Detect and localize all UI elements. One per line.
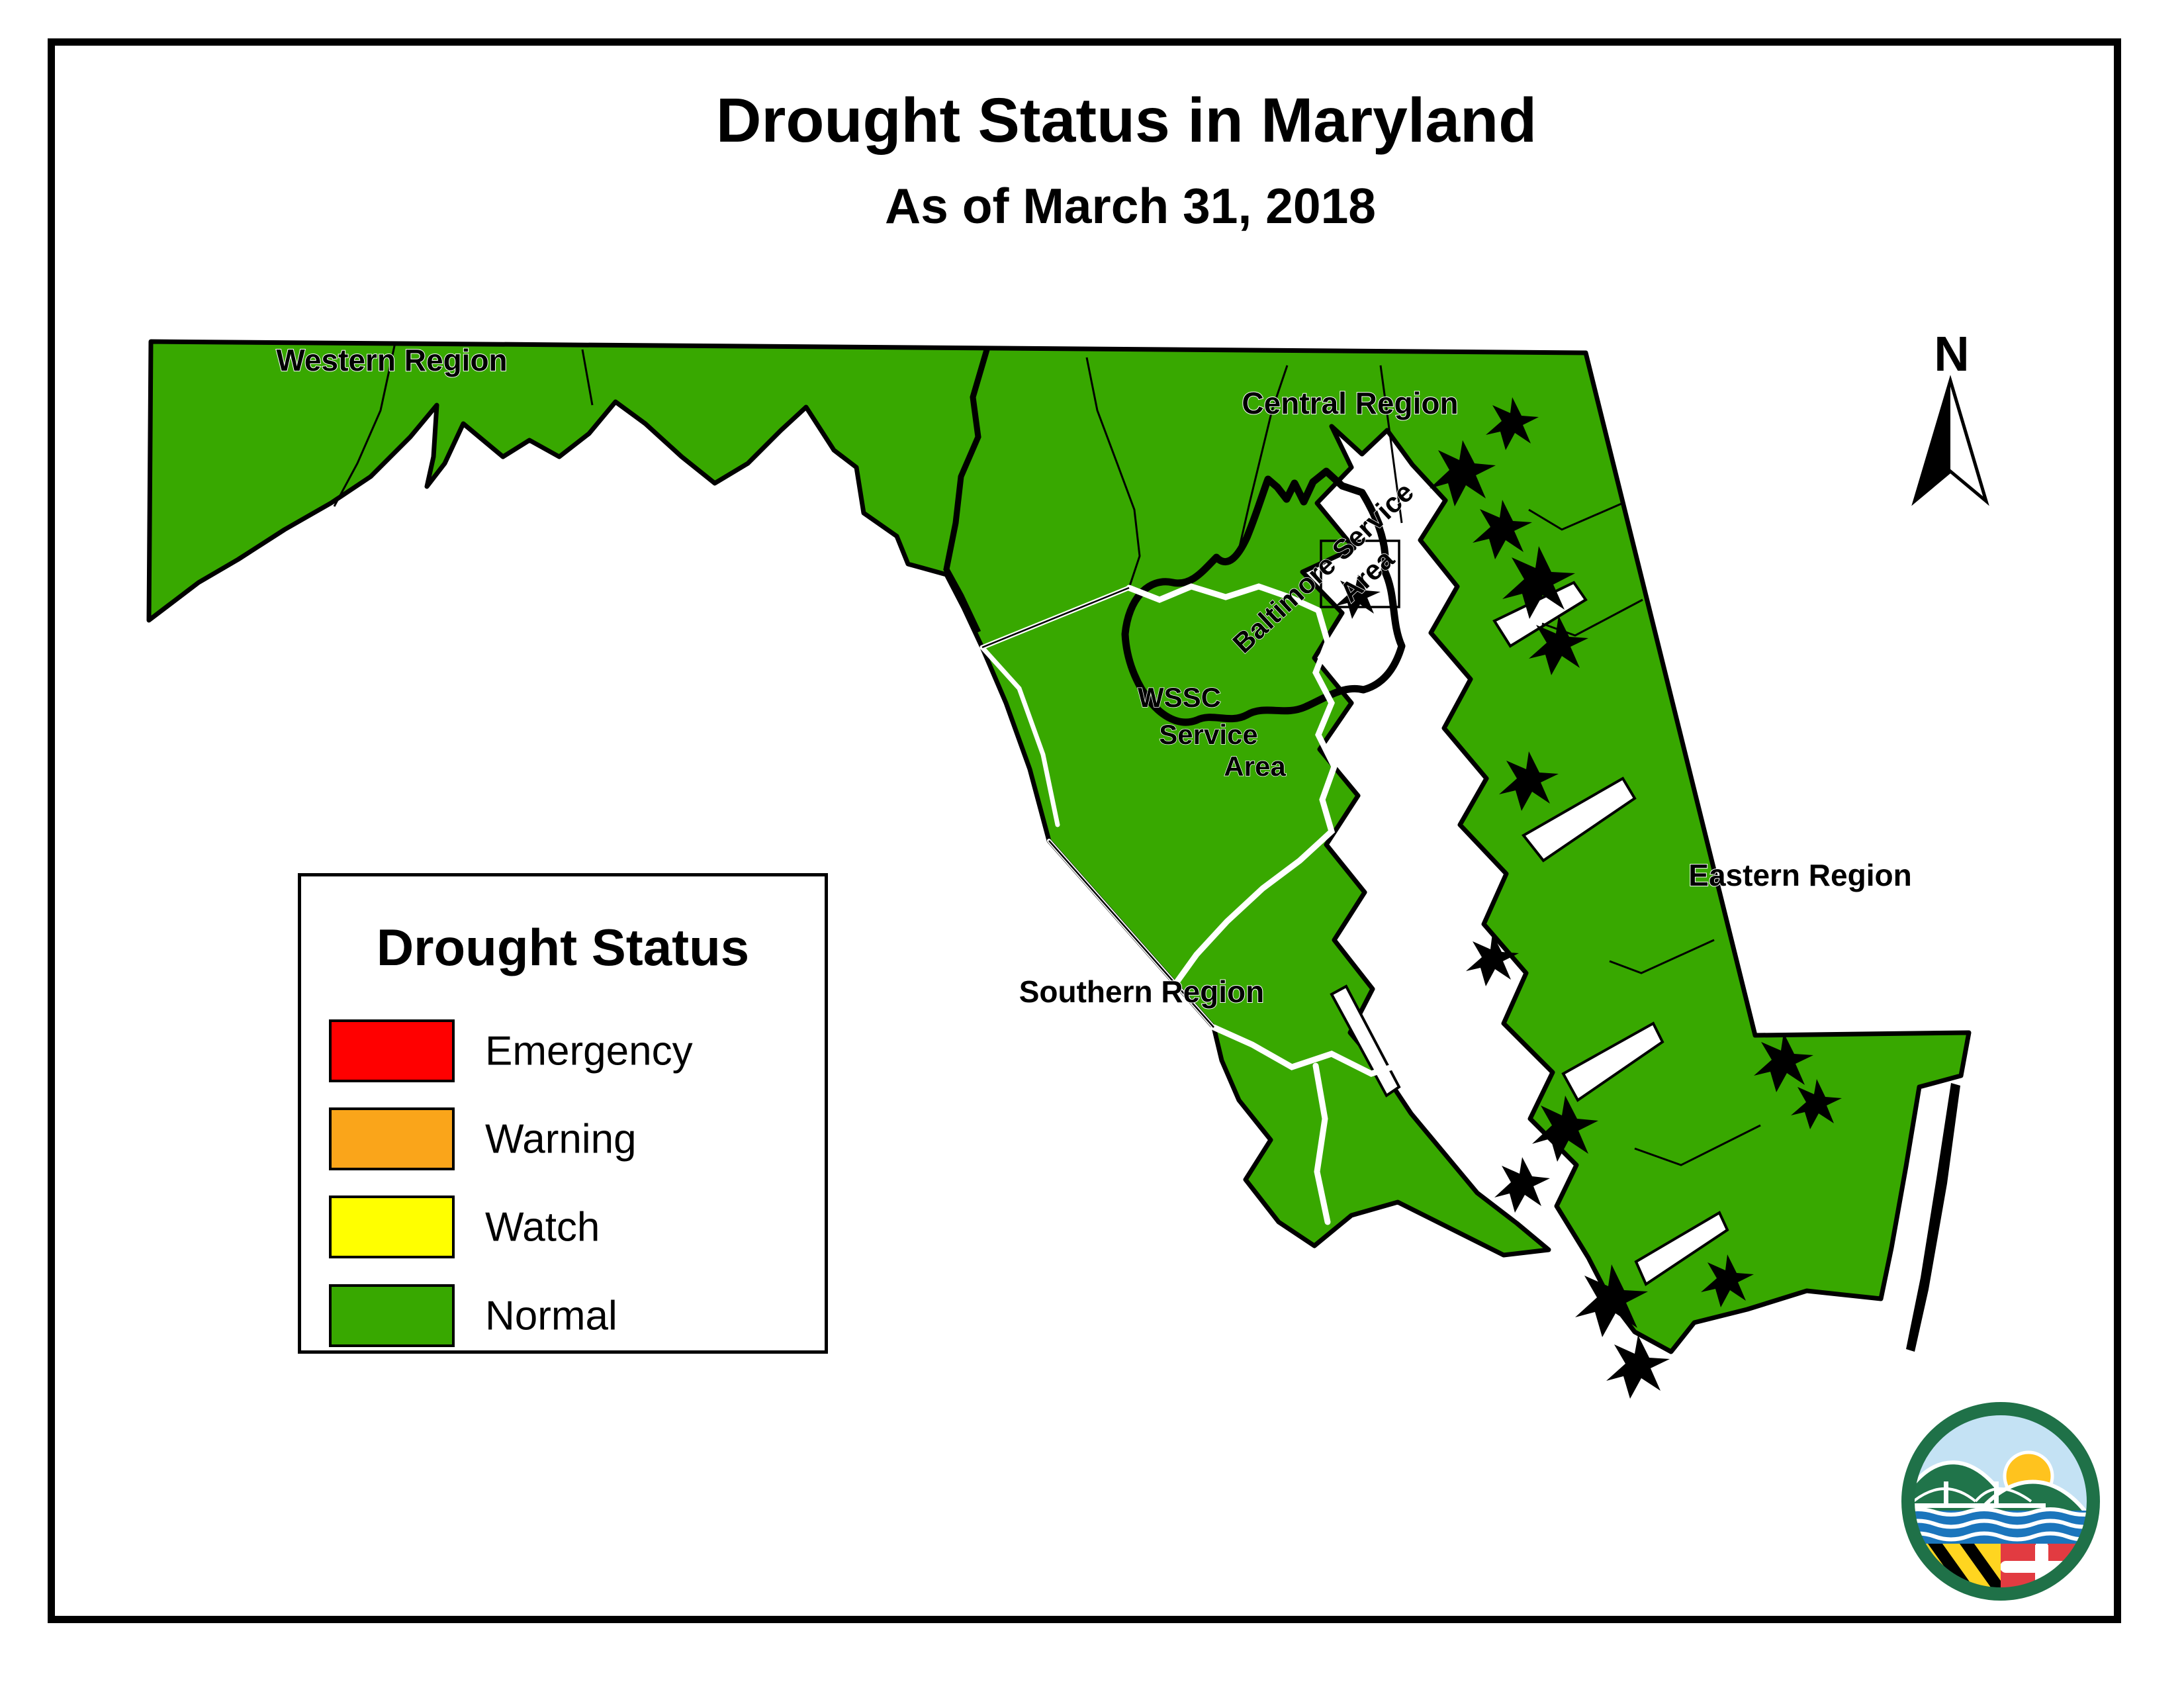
legend-label-normal: Normal — [485, 1293, 617, 1338]
north-arrow-icon: N — [1911, 326, 1989, 506]
legend-label-warning: Warning — [485, 1116, 637, 1162]
legend-label-watch: Watch — [485, 1204, 600, 1250]
mde-agency-logo — [1901, 1402, 2100, 1601]
warning-color-swatch — [329, 1107, 455, 1170]
logo-water-waves — [1914, 1507, 2087, 1542]
logo-water — [1914, 1511, 2087, 1545]
legend-title: Drought Status — [376, 918, 750, 976]
county-boundary-lines — [333, 342, 1761, 1166]
baltimore-service-area-boundary — [1121, 467, 1406, 726]
north-arrow-fill — [1915, 381, 1950, 501]
nanticoke-river — [1561, 1021, 1664, 1102]
barrier-island — [1906, 1083, 1960, 1352]
wssc-boundary-line — [1151, 607, 1338, 1017]
county-line — [1085, 357, 1141, 588]
wssc-label-line2: Service — [1159, 719, 1257, 750]
legend-label-emergency: Emergency — [485, 1028, 693, 1074]
page-title: Drought Status in Maryland — [715, 85, 1537, 156]
label-southern-region: Southern Region — [1019, 974, 1265, 1009]
legend-row-watch: Watch — [301, 1196, 825, 1258]
logo-ring — [1901, 1402, 2100, 1601]
tidal-river-inlets — [1330, 581, 1729, 1286]
legend-row-warning: Warning — [301, 1107, 825, 1170]
legend-box: Drought Status Emergency Warning Watch N… — [298, 873, 828, 1354]
region-boundary-line — [943, 346, 991, 633]
county-line — [1541, 598, 1643, 637]
county-line — [1379, 365, 1403, 524]
normal-color-swatch — [329, 1284, 455, 1347]
thin-lines-over-white — [981, 586, 1214, 1028]
county-line — [1609, 939, 1715, 974]
label-central-region: Central Region — [1242, 386, 1458, 420]
choptank-river — [1521, 776, 1637, 863]
north-label: N — [1934, 326, 1969, 381]
county-line — [1238, 365, 1289, 550]
label-eastern-region: Eastern Region — [1688, 858, 1911, 892]
county-line — [333, 342, 396, 507]
wssc-label-line3: Area — [1224, 751, 1286, 782]
southern-county-line — [1210, 1024, 1437, 1093]
county-line — [981, 586, 1130, 649]
emergency-color-swatch — [329, 1019, 455, 1082]
label-western-region: Western Region — [276, 343, 507, 377]
county-line — [1634, 1124, 1761, 1166]
wssc-boundary-line — [979, 645, 1060, 827]
wssc-label-line1: WSSC — [1138, 682, 1221, 713]
pocomoke-river — [1634, 1211, 1729, 1286]
county-line — [1048, 840, 1214, 1028]
page-subtitle: As of March 31, 2018 — [884, 178, 1377, 234]
index-box — [1320, 539, 1400, 608]
wssc-boundary-line — [1126, 583, 1322, 614]
watch-color-swatch — [329, 1196, 455, 1258]
logo-bridge — [1914, 1481, 2046, 1508]
legend-row-normal: Normal — [301, 1284, 825, 1347]
county-line — [1528, 502, 1623, 531]
county-line — [581, 349, 594, 406]
southern-county-line — [1312, 1062, 1331, 1225]
legend-row-emergency: Emergency — [301, 1019, 825, 1082]
